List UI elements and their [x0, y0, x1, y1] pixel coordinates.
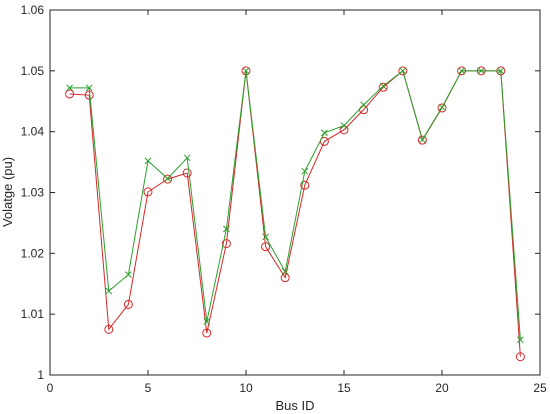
y-tick-label: 1.03 [21, 186, 45, 200]
data-point-x [419, 136, 426, 143]
x-tick-label: 5 [145, 381, 152, 395]
data-point-x [301, 167, 309, 175]
data-point-x [66, 84, 73, 92]
data-point-x [164, 175, 171, 182]
data-point-circle [280, 273, 290, 283]
data-point-x [203, 318, 211, 325]
x-tick-label: 0 [47, 381, 54, 395]
data-point-x [125, 271, 132, 278]
data-point-circle [202, 328, 212, 338]
data-point-x [223, 225, 230, 233]
data-point-circle [378, 82, 388, 92]
series-layer [65, 66, 525, 362]
y-tick-label: 1.05 [21, 64, 45, 78]
series-line [69, 69, 521, 340]
data-point-circle [398, 66, 408, 76]
data-point-x [458, 67, 465, 75]
data-point-x [517, 336, 524, 344]
data-point-x [242, 67, 250, 75]
ticks: 0 5 10 15 20 25 1 1.01 1.02 1.03 1.04 1.05 1.06 [21, 3, 547, 395]
y-tick-label: 1.02 [21, 246, 45, 260]
data-point-circle [182, 168, 192, 178]
data-point-x [105, 287, 113, 295]
data-point-circle [300, 180, 310, 190]
data-point-x [321, 129, 328, 137]
x-tick-label: 15 [337, 381, 351, 395]
series-x [66, 67, 524, 344]
y-tick-label: 1 [37, 368, 44, 382]
data-point-x [85, 84, 93, 92]
y-tick-label: 1.06 [21, 3, 45, 17]
y-axis-title: Volatge (pu) [0, 157, 15, 227]
data-point-x [183, 154, 191, 162]
data-point-x [379, 82, 387, 90]
data-point-x [262, 233, 269, 241]
y-tick-label: 1.04 [21, 125, 45, 139]
data-point-x [438, 103, 446, 111]
y-tick-label: 1.01 [21, 307, 45, 321]
data-point-circle [261, 242, 271, 252]
x-tick-label: 20 [435, 381, 449, 395]
x-tick-label: 10 [239, 381, 253, 395]
data-point-circle [515, 352, 525, 362]
data-point-circle [417, 135, 427, 145]
data-point-x [281, 268, 289, 275]
data-point-circle [104, 324, 114, 334]
data-point-circle [143, 187, 153, 197]
data-point-x [477, 67, 485, 75]
data-point-x [497, 67, 505, 75]
data-point-circle [221, 239, 231, 249]
x-axis-title: Bus ID [275, 398, 314, 413]
plot-area [49, 9, 541, 376]
x-tick-label: 25 [533, 381, 547, 395]
data-point-circle [123, 299, 133, 309]
data-point-x [144, 157, 152, 165]
data-point-x [399, 67, 407, 75]
data-point-circle [65, 89, 75, 99]
data-point-circle [437, 103, 447, 113]
data-point-circle [163, 174, 173, 184]
data-point-x [340, 122, 348, 129]
data-point-x [360, 101, 367, 109]
